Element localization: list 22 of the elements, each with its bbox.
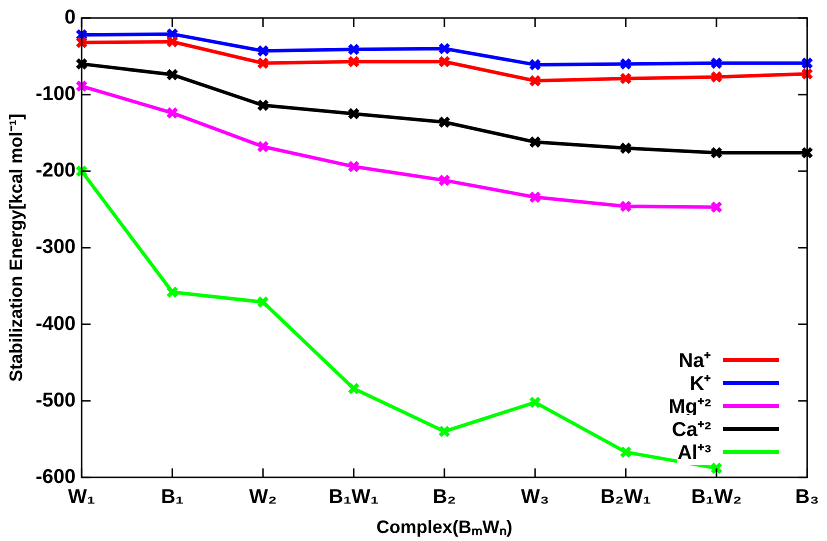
y-tick-label: -400 (36, 312, 76, 335)
x-tick-label: B₂W₁ (600, 486, 652, 508)
legend-label: Na⁺ (678, 346, 712, 374)
y-tick-label: -500 (36, 389, 76, 412)
legend-label: Ca⁺² (672, 419, 712, 442)
y-tick-label: -100 (36, 83, 76, 106)
x-tick-label: W₁ (68, 486, 96, 508)
legend-label: Al⁺³ (677, 442, 712, 464)
x-axis-title: Complex(BₘWₙ) (376, 517, 512, 538)
x-tick-label: B₁W₁ (328, 486, 379, 508)
y-tick-label: 0 (64, 6, 76, 29)
legend-label: K⁺ (690, 373, 712, 396)
x-tick-label: W₃ (521, 486, 550, 508)
y-tick-label: -200 (36, 160, 76, 182)
x-tick-label: B₁ (160, 486, 184, 508)
x-tick-label: B₂ (432, 486, 456, 508)
x-tick-label: B₃ (795, 486, 820, 508)
y-axis-title: Stabilization Energy[kcal mol⁻¹] (6, 114, 26, 382)
y-tick-label: -300 (36, 236, 76, 258)
x-tick-label: W₂ (249, 486, 277, 508)
x-tick-label: B₁W₂ (691, 486, 742, 508)
y-tick-label: -600 (36, 466, 76, 488)
